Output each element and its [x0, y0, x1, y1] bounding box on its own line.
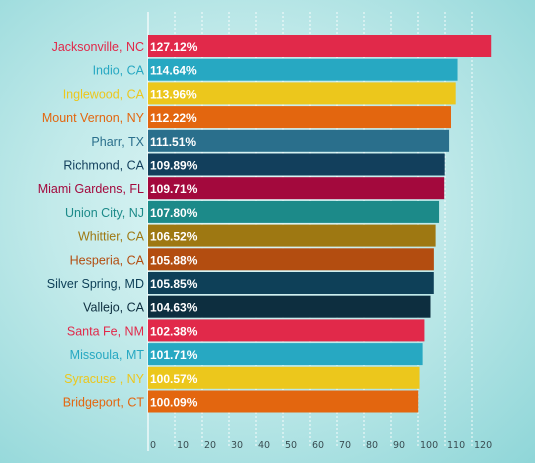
value-label: 127.12%: [150, 40, 198, 54]
category-label: Inglewood, CA: [63, 87, 145, 101]
value-label: 106.52%: [150, 230, 198, 244]
bar: [148, 200, 440, 223]
x-tick-label: 90: [393, 440, 405, 451]
value-label: 107.80%: [150, 206, 198, 220]
value-label: 100.57%: [150, 372, 198, 386]
x-tick-label: 80: [366, 440, 378, 451]
category-label: Richmond, CA: [63, 159, 144, 173]
x-tick-label: 30: [231, 440, 243, 451]
category-label: Jacksonville, NC: [52, 40, 144, 54]
category-label: Vallejo, CA: [83, 301, 145, 315]
category-label: Silver Spring, MD: [47, 277, 144, 291]
category-label: Santa Fe, NM: [67, 324, 144, 338]
x-tick-label: 10: [177, 440, 189, 451]
bar: [148, 366, 420, 389]
x-tick-label: 110: [447, 440, 465, 451]
bar: [148, 58, 458, 81]
category-label: Pharr, TX: [91, 135, 144, 149]
value-label: 105.85%: [150, 277, 198, 291]
bar: [148, 177, 445, 200]
value-label: 105.88%: [150, 253, 198, 267]
bar: [148, 295, 431, 318]
value-label: 112.22%: [150, 111, 197, 125]
bar: [148, 319, 425, 342]
bar: [148, 224, 436, 247]
x-tick-label: 120: [474, 440, 492, 451]
category-label: Hesperia, CA: [70, 253, 145, 267]
x-tick-label: 0: [150, 440, 156, 451]
category-label: Bridgeport, CT: [63, 396, 145, 410]
x-tick-label: 60: [312, 440, 324, 451]
category-label: Syracuse , NY: [64, 372, 145, 386]
value-label: 109.89%: [150, 159, 198, 173]
category-label: Missoula, MT: [70, 348, 145, 362]
x-tick-label: 50: [285, 440, 297, 451]
bar: [148, 248, 434, 271]
x-tick-label: 100: [420, 440, 438, 451]
value-label: 101.71%: [150, 348, 198, 362]
category-label: Mount Vernon, NY: [42, 111, 145, 125]
bar: [148, 82, 456, 105]
value-label: 104.63%: [150, 301, 198, 315]
x-tick-label: 20: [204, 440, 216, 451]
category-label: Union City, NJ: [65, 206, 144, 220]
bar: [148, 106, 451, 129]
value-label: 114.64%: [150, 64, 197, 78]
bar: [148, 129, 450, 152]
value-label: 113.96%: [150, 87, 197, 101]
x-tick-label: 70: [339, 440, 351, 451]
bar: [148, 35, 492, 57]
category-label: Indio, CA: [93, 64, 145, 78]
bar: [148, 390, 419, 413]
bar: [148, 272, 434, 294]
category-label: Whittier, CA: [78, 230, 145, 244]
value-label: 100.09%: [150, 396, 198, 410]
category-label: Miami Gardens, FL: [38, 182, 144, 196]
bar: [148, 153, 445, 176]
bar: [148, 343, 423, 366]
value-label: 109.71%: [150, 182, 198, 196]
value-label: 111.51%: [150, 135, 196, 149]
value-label: 102.38%: [150, 324, 198, 338]
x-tick-label: 40: [258, 440, 270, 451]
